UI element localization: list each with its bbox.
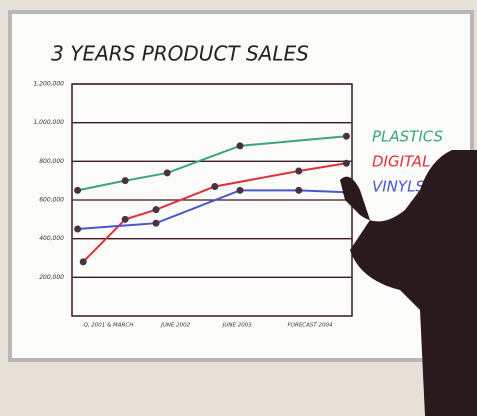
point — [153, 206, 160, 213]
point — [237, 187, 244, 194]
point — [343, 160, 350, 167]
chart: 200,000 400,000 600,000 800,000 1,000,000 1,2… — [0, 0, 477, 416]
chart-title: 3 YEARS PRODUCT SALES — [51, 42, 309, 66]
point — [295, 187, 302, 194]
x-tick-label: Q, 2001 & MARCH — [83, 323, 133, 329]
y-tick-label: 600,000 — [39, 197, 64, 204]
x-tick-label: FORECAST 2004 — [288, 323, 333, 329]
point — [153, 220, 160, 227]
point — [343, 133, 350, 140]
point — [80, 258, 87, 265]
y-tick-label: 800,000 — [39, 158, 64, 165]
x-tick-label: JUNE 2003 — [222, 323, 252, 329]
point — [295, 168, 302, 175]
point — [237, 142, 244, 149]
x-tick-label: JUNE 2002 — [160, 323, 190, 329]
point — [211, 183, 218, 190]
y-tick-label: 400,000 — [39, 235, 64, 242]
point — [122, 177, 129, 184]
y-tick-label: 200,000 — [39, 274, 64, 281]
point — [74, 187, 81, 194]
point — [164, 169, 171, 176]
y-tick-label: 1,200,000 — [33, 81, 64, 88]
legend-label: VINYLS — [372, 178, 425, 196]
legend-label: PLASTICS — [372, 128, 444, 146]
point — [74, 226, 81, 233]
point — [122, 216, 129, 223]
legend-label: DIGITAL — [372, 153, 430, 171]
y-tick-label: 1,000,000 — [33, 119, 64, 126]
